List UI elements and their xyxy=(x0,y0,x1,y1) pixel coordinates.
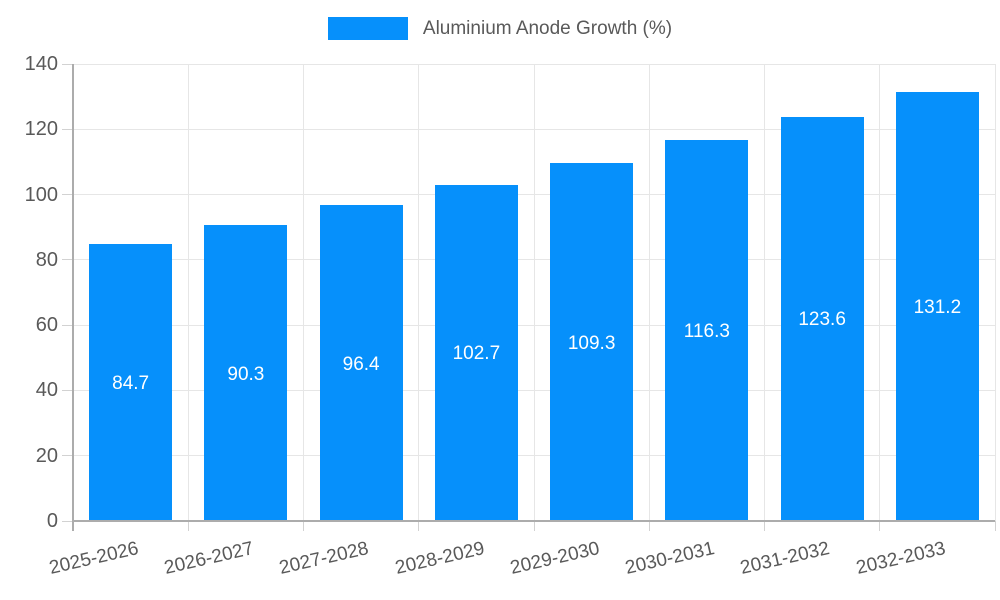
x-gridline xyxy=(303,64,304,521)
bar[interactable] xyxy=(665,140,749,520)
x-axis-tick xyxy=(533,521,535,531)
y-axis-tick-label: 0 xyxy=(46,510,58,532)
bar-value-label: 109.3 xyxy=(567,332,616,354)
x-axis-tick xyxy=(764,521,765,531)
legend-color-marker xyxy=(327,17,408,40)
y-axis-tick-label: 80 xyxy=(35,248,58,271)
bar-value-label: 102.7 xyxy=(452,343,501,365)
y-axis-tick-label: 100 xyxy=(24,183,58,206)
bar[interactable] xyxy=(89,243,173,520)
x-gridline xyxy=(879,64,881,521)
bar[interactable] xyxy=(895,91,979,520)
x-axis-category-label: 2025-2026 xyxy=(47,538,141,579)
x-axis-category-label: 2032-2033 xyxy=(853,538,948,579)
bar[interactable] xyxy=(780,116,864,520)
x-gridline xyxy=(648,64,650,521)
bar-value-label: 131.2 xyxy=(913,296,962,318)
y-axis-tick-label: 140 xyxy=(24,53,58,75)
bar[interactable] xyxy=(434,184,518,520)
x-axis-tick xyxy=(648,521,650,531)
bar-value-label: 116.3 xyxy=(683,321,730,343)
x-axis-tick xyxy=(418,521,420,531)
y-axis-tick-label: 60 xyxy=(35,314,58,337)
y-axis-tick-label: 40 xyxy=(35,379,58,402)
legend-label: Aluminium Anode Growth (%) xyxy=(422,18,673,39)
y-axis-tick xyxy=(62,128,73,130)
x-axis-tick xyxy=(879,521,881,531)
x-axis-category-label: 2030-2031 xyxy=(623,538,717,579)
y-axis-tick xyxy=(62,389,73,391)
x-gridline xyxy=(418,64,420,521)
bar-value-label: 84.7 xyxy=(112,372,150,394)
y-axis-tick xyxy=(62,324,73,326)
y-axis-tick xyxy=(62,520,73,522)
x-axis-tick xyxy=(187,521,189,531)
y-axis-tick xyxy=(62,259,73,261)
y-axis-tick-label: 120 xyxy=(24,118,58,141)
x-gridline xyxy=(187,64,189,521)
bar-value-label: 123.6 xyxy=(798,309,846,331)
bar-value-label: 90.3 xyxy=(227,363,265,385)
bar[interactable] xyxy=(319,205,403,520)
x-axis-category-label: 2029-2030 xyxy=(508,538,602,579)
x-axis-category-label: 2027-2028 xyxy=(277,538,371,579)
y-axis-line xyxy=(71,64,74,531)
x-axis-line xyxy=(71,520,995,522)
x-gridline xyxy=(994,64,996,521)
bar-value-label: 96.4 xyxy=(342,353,380,375)
x-gridline xyxy=(533,64,535,521)
bar[interactable] xyxy=(550,163,634,520)
x-axis-category-label: 2028-2029 xyxy=(392,538,487,579)
y-axis-tick xyxy=(62,455,73,457)
x-axis-tick xyxy=(994,521,996,531)
x-axis-category-label: 2026-2027 xyxy=(162,538,256,579)
legend-item[interactable]: Aluminium Anode Growth (%) xyxy=(0,17,1000,40)
x-gridline xyxy=(764,64,765,521)
x-axis-tick xyxy=(303,521,304,531)
bar[interactable] xyxy=(204,225,288,520)
x-axis-category-label: 2031-2032 xyxy=(738,538,832,579)
y-axis-tick xyxy=(62,194,73,196)
y-axis-tick-label: 20 xyxy=(35,444,58,467)
y-axis-tick xyxy=(62,63,73,65)
